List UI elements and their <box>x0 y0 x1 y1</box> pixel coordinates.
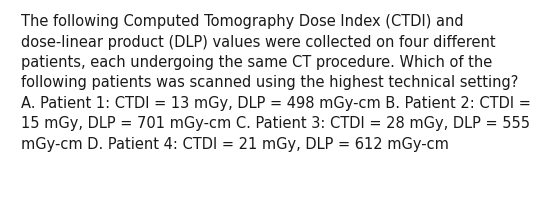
Text: The following Computed Tomography Dose Index (CTDI) and dose-linear product (DLP: The following Computed Tomography Dose I… <box>21 14 531 152</box>
